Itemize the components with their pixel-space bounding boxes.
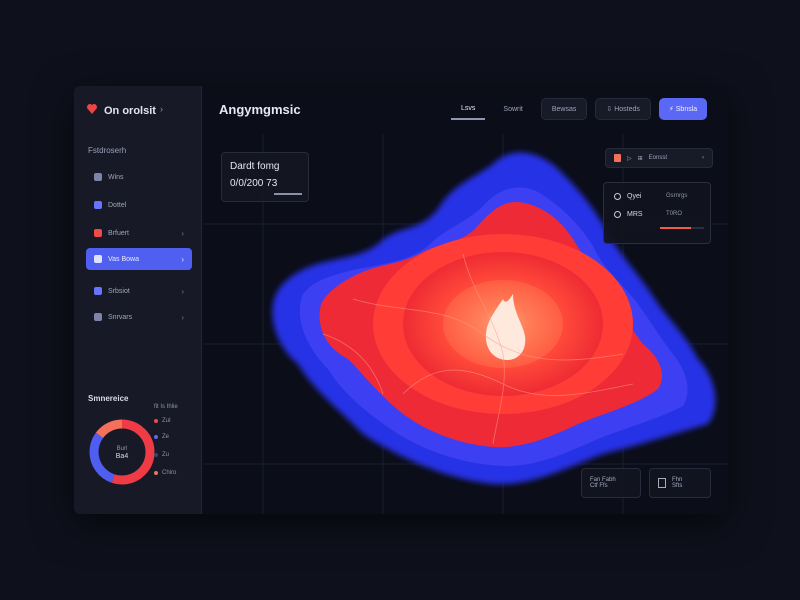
settings-icon [94, 313, 102, 321]
legend-dot [154, 435, 158, 439]
header-tabs: Lsvs Sowrit Bewsas ⇩ Hosteds ⚡ Sbnsla [451, 98, 708, 120]
stat-row: Qyei [614, 193, 641, 200]
logo-icon [86, 102, 98, 120]
chevron-right-icon[interactable]: › [702, 155, 704, 161]
alert-icon [94, 229, 102, 237]
sidebar-section-label: Fstdroserh [88, 146, 127, 155]
legend-label: Chiro [162, 470, 177, 476]
brand-caret-icon[interactable]: › [160, 104, 163, 114]
button-label: Sbnsla [675, 105, 698, 113]
control-label: Eonsst [648, 155, 667, 161]
chevron-right-icon: › [181, 286, 184, 296]
users-icon [94, 201, 102, 209]
sidebar-item-3[interactable]: Vas Bowa › [86, 248, 192, 270]
button-label: Hosteds [614, 105, 640, 113]
layer-control[interactable]: ▷ ⊞ Eonsst › [605, 148, 713, 168]
download-button[interactable]: ⇩ Hosteds [595, 98, 651, 120]
app-window: On orolsit › Fstdroserh Wins Dottel Brfu… [74, 86, 728, 514]
chevron-right-icon: › [181, 228, 184, 238]
bottom-card-line2: Sfts [672, 483, 683, 489]
info-card-value: 0/0/200 73 [230, 178, 278, 189]
legend-dot [154, 453, 158, 457]
legend-item: Zu [154, 452, 169, 458]
legend-header: fit Is Ihlie [154, 404, 178, 410]
summary-donut: Burl Ba4 [86, 416, 158, 488]
tab-1[interactable]: Sowrit [493, 98, 532, 120]
boundary-lines [322, 253, 634, 445]
download-icon: ⇩ [606, 106, 613, 113]
legend-label: Zu [162, 452, 170, 458]
legend-item: Ze [154, 434, 169, 440]
legend-item: ZuI [154, 418, 171, 424]
sidebar-item-0[interactable]: Wins [86, 166, 192, 188]
bottom-card-line2: Ctf Ffs [590, 483, 608, 489]
layers-icon [94, 287, 102, 295]
chevron-right-icon: › [181, 254, 184, 264]
main-panel: Angymgmsic Lsvs Sowrit Bewsas ⇩ Hosteds … [203, 86, 728, 514]
sidebar-item-4[interactable]: Srbsiot › [86, 280, 192, 302]
play-icon[interactable]: ▷ [627, 155, 632, 162]
legend-item: Chiro [154, 470, 176, 476]
flame-icon [485, 294, 526, 360]
layers-icon [658, 478, 666, 488]
bolt-icon: ⚡ [668, 106, 674, 113]
bottom-card-line1: Fhn [672, 477, 683, 483]
heat-map[interactable]: Dardt fomg 0/0/200 73 ▷ ⊞ Eonsst › Qyei … [203, 134, 728, 514]
sidebar: On orolsit › Fstdroserh Wins Dottel Brfu… [74, 86, 202, 514]
grid-icon [94, 173, 102, 181]
brand-name: On orolsit [104, 105, 156, 117]
tab-label: Sowrit [503, 105, 523, 113]
legend-dot [154, 471, 158, 475]
legend-dot [154, 419, 158, 423]
donut-segment [89, 419, 155, 485]
sidebar-item-label: Dottel [108, 201, 127, 209]
donut-segment [89, 419, 155, 485]
stat-label: MRS [627, 211, 643, 218]
stat-label: Qyei [627, 193, 642, 200]
sidebar-item-label: Snrvars [108, 313, 133, 321]
target-icon [614, 211, 621, 218]
bottom-stat-card: Fan Fabh Ctf Ffs [581, 468, 641, 498]
summary-title: Smnereice [88, 394, 129, 403]
donut-center-value: Ba4 [116, 453, 129, 460]
map-icon [94, 255, 102, 263]
legend-header-text: fit Is Ihlie [154, 404, 178, 410]
legend-label: ZuI [162, 418, 171, 424]
sidebar-item-label: Wins [108, 173, 124, 181]
bottom-card-line1: Fan Fabh [590, 477, 616, 483]
clock-icon [614, 193, 621, 200]
tab-0[interactable]: Lsvs [451, 98, 486, 120]
bottom-stat-card: Fhn Sfts [649, 468, 711, 498]
page-title: Angymgmsic [219, 102, 301, 117]
tab-label: Bewsas [551, 105, 577, 113]
primary-action-button[interactable]: ⚡ Sbnsla [658, 98, 708, 120]
donut-center-label: Burl [117, 446, 128, 452]
sidebar-item-label: Brfuert [108, 229, 130, 237]
sidebar-item-label: Srbsiot [108, 287, 130, 295]
grid-icon[interactable]: ⊞ [637, 155, 643, 162]
tab-2[interactable]: Bewsas [540, 98, 588, 120]
sidebar-item-label: Vas Bowa [108, 255, 139, 263]
tab-label: Lsvs [461, 104, 476, 112]
stat-progress-track [660, 227, 704, 229]
chevron-right-icon: › [181, 312, 184, 322]
flame-icon [614, 154, 621, 162]
sidebar-item-5[interactable]: Snrvars › [86, 306, 192, 328]
info-card-bar [274, 193, 302, 195]
stat-progress-fill [660, 227, 691, 229]
stat-right: Gsrnrgs [666, 193, 688, 199]
legend-label: Ze [162, 434, 170, 440]
heat-map-canvas [203, 134, 728, 514]
stat-right: T0RO [666, 211, 683, 217]
stat-row: MRS [614, 211, 643, 218]
sidebar-item-2[interactable]: Brfuert › [86, 222, 192, 244]
stats-card: Qyei Gsrnrgs MRS T0RO [603, 182, 711, 244]
sidebar-item-1[interactable]: Dottel [86, 194, 192, 216]
info-card-title: Dardt fomg [230, 161, 280, 172]
brand[interactable]: On orolsit [86, 102, 156, 120]
info-card: Dardt fomg 0/0/200 73 [221, 152, 309, 202]
